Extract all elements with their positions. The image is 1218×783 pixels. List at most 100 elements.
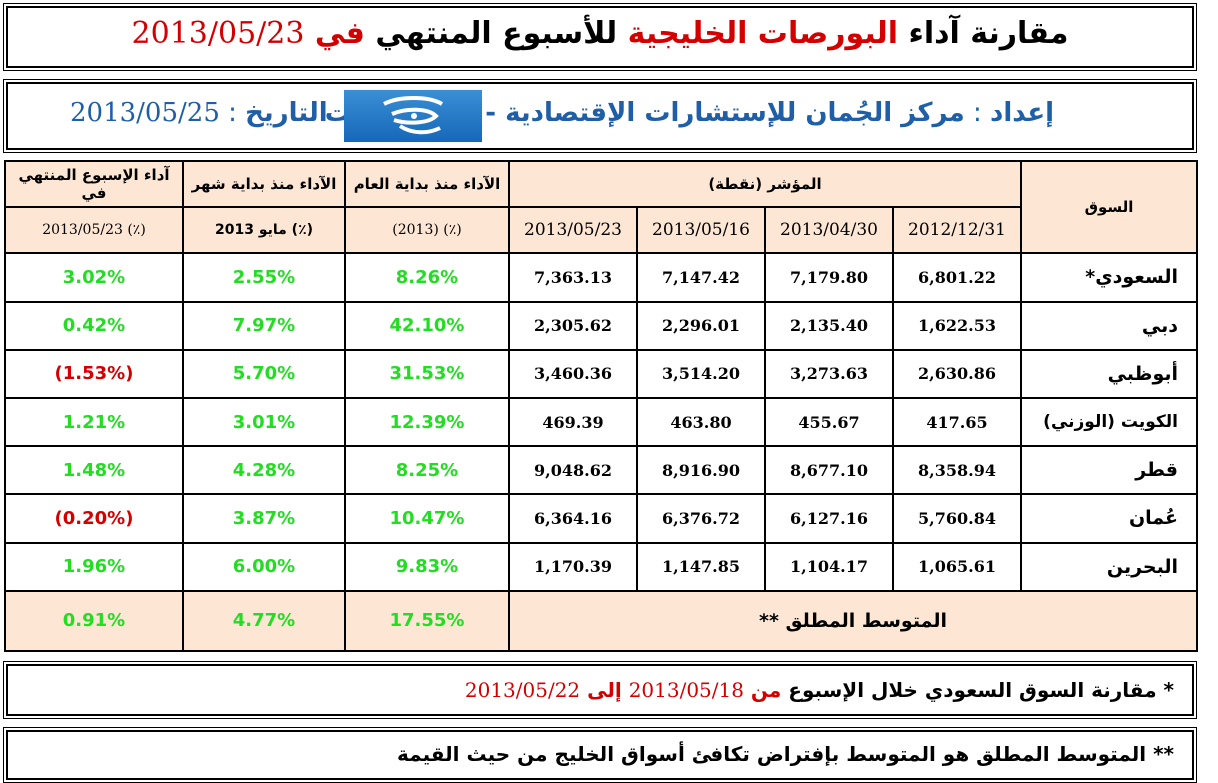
mtd-cell: 2.55% [182,252,346,303]
index-cell: 1,170.39 [508,541,638,592]
index-cell: 463.80 [636,396,766,448]
logo-graphic [383,96,444,135]
avg-week-cell: 0.91% [4,589,184,653]
table-row: (0.20%) 3.87% 10.47% 6,364.16 6,376.72 6… [4,493,1199,544]
table-row: 3.02% 2.55% 8.26% 7,363.13 7,147.42 7,17… [4,252,1199,303]
index-cell: 6,376.72 [636,493,766,544]
title-box: مقارنة آداء البورصات الخليجية للأسبوع ال… [3,3,1197,71]
ytd-cell: 42.10% [344,300,510,351]
note-saudi: * مقارنة السوق السعودي خلال الإسبوع من 2… [3,661,1197,719]
ytd-cell: 10.47% [344,493,510,544]
index-cell: 3,273.63 [764,348,894,399]
col-sub-week: 2013/05/23 (٪) [4,206,184,255]
mtd-cell: 4.28% [182,445,346,496]
market-name: دبي [1020,300,1199,351]
title-part4: في [304,16,365,51]
title-part3: للأسبوع المنتهي [364,16,628,51]
col-date-2: 2013/04/30 [764,206,894,255]
index-cell: 9,048.62 [508,445,638,496]
table-row: 0.42% 7.97% 42.10% 2,305.62 2,296.01 2,1… [4,300,1199,351]
index-cell: 2,305.62 [508,300,638,351]
index-cell: 8,916.90 [636,445,766,496]
note-average-text: ** المتوسط المطلق هو المتوسط بإفتراض تكا… [397,742,1174,766]
market-name: البحرين [1020,541,1199,592]
index-cell: 455.67 [764,396,894,448]
avg-mtd-cell: 4.77% [182,589,346,653]
week-cell: (1.53%) [4,348,184,399]
week-cell: 1.21% [4,396,184,448]
title-date: 2013/05/23 [131,16,305,51]
index-cell: 2,296.01 [636,300,766,351]
index-cell: 469.39 [508,396,638,448]
market-name: أبوظبي [1020,348,1199,399]
index-cell: 7,179.80 [764,252,894,303]
mtd-cell: 3.01% [182,396,346,448]
mtd-cell: 6.00% [182,541,346,592]
ytd-cell: 31.53% [344,348,510,399]
col-header-ytd: الآداء منذ بداية العام [344,159,510,209]
col-header-mtd: الآداء منذ بداية شهر [182,159,346,209]
note1-to: إلى [580,678,629,702]
index-cell: 3,460.36 [508,348,638,399]
col-sub-mtd: مايو 2013 (٪) [182,206,346,255]
index-cell: 6,364.16 [508,493,638,544]
table-row: 1.96% 6.00% 9.83% 1,170.39 1,147.85 1,10… [4,541,1199,592]
table-row: 1.48% 4.28% 8.25% 9,048.62 8,916.90 8,67… [4,445,1199,496]
index-cell: 7,147.42 [636,252,766,303]
logo-icon [344,90,482,142]
market-name: قطر [1020,445,1199,496]
index-cell: 2,135.40 [764,300,894,351]
week-cell: 3.02% [4,252,184,303]
ytd-cell: 12.39% [344,396,510,448]
week-cell: 0.42% [4,300,184,351]
title-part1: مقارنة آداء [898,16,1069,51]
page-title: مقارنة آداء البورصات الخليجية للأسبوع ال… [8,16,1192,51]
market-name: السعودي* [1020,252,1199,303]
col-header-week: آداء الإسبوع المنتهي في [4,159,184,209]
note1-star: * [1156,678,1174,702]
mtd-cell: 3.87% [182,493,346,544]
mtd-cell: 7.97% [182,300,346,351]
index-cell: 7,363.13 [508,252,638,303]
note1-from: من [743,678,782,702]
avg-label: المتوسط المطلق ** [507,589,1199,653]
index-cell: 8,358.94 [891,445,1023,496]
date-label: التاريخ [245,98,328,128]
index-cell: 417.65 [891,396,1023,448]
date-value: 2013/05/25 [70,98,220,128]
note-saudi-text: * مقارنة السوق السعودي خلال الإسبوع من 2… [465,678,1174,702]
note-average: ** المتوسط المطلق هو المتوسط بإفتراض تكا… [3,727,1197,783]
report-date: التاريخ : 2013/05/25 [70,98,328,128]
week-cell: (0.20%) [4,493,184,544]
ytd-cell: 8.26% [344,252,510,303]
table-row: 1.21% 3.01% 12.39% 469.39 463.80 455.67 … [4,396,1199,448]
col-header-market: السوق [1020,159,1199,255]
col-date-3: 2013/05/16 [636,206,766,255]
prep-label: إعداد [990,98,1054,128]
index-cell: 1,147.85 [636,541,766,592]
footer-row: 0.91% 4.77% 17.55% المتوسط المطلق ** [4,589,1199,653]
index-cell: 6,127.16 [764,493,894,544]
note1-text: مقارنة السوق السعودي خلال الإسبوع [781,678,1157,702]
index-cell: 2,630.86 [891,348,1023,399]
market-name: عُمان [1020,493,1199,544]
title-part2: البورصات الخليجية [627,16,899,51]
date-colon: : [219,98,246,128]
index-cell: 6,801.22 [891,252,1023,303]
header-box: إعداد : مركز الجُمان للإستشارات الإقتصاد… [3,79,1197,153]
index-cell: 3,514.20 [636,348,766,399]
note1-date2: 2013/05/22 [464,678,581,702]
market-name: الكويت (الوزني) [1020,396,1199,448]
week-cell: 1.48% [4,445,184,496]
mtd-cell: 5.70% [182,348,346,399]
index-cell: 8,677.10 [764,445,894,496]
note1-date1: 2013/05/18 [628,678,744,702]
index-cell: 5,760.84 [891,493,1023,544]
ytd-cell: 8.25% [344,445,510,496]
avg-ytd-cell: 17.55% [344,589,510,653]
table-row: (1.53%) 5.70% 31.53% 3,460.36 3,514.20 3… [4,348,1199,399]
col-date-4: 2013/05/23 [508,206,638,255]
col-sub-ytd: (2013) (٪) [344,206,510,255]
performance-table: آداء الإسبوع المنتهي في الآداء منذ بداية… [4,159,1199,653]
week-cell: 1.96% [4,541,184,592]
